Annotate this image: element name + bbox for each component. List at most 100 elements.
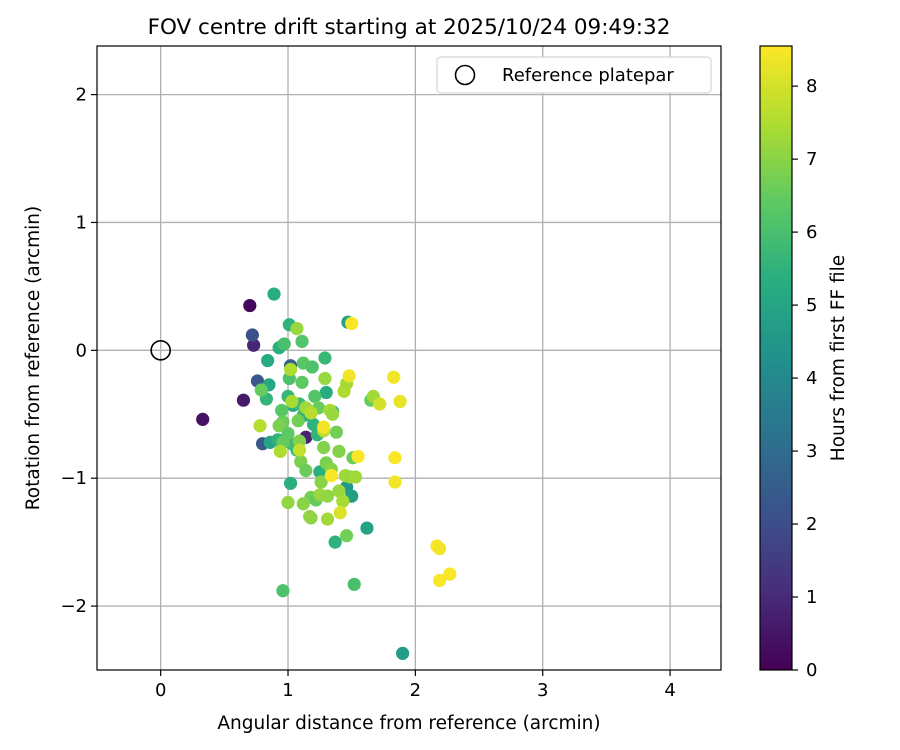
scatter-point	[276, 584, 290, 598]
scatter-point	[324, 469, 338, 483]
colorbar-tick-label: 5	[806, 295, 817, 316]
gridlines	[97, 46, 721, 670]
colorbar-tick-label: 0	[806, 660, 817, 681]
x-tick-label: 3	[537, 680, 548, 701]
scatter-point	[281, 426, 295, 441]
colorbar-tick-label: 6	[806, 222, 817, 243]
scatter-point	[236, 393, 251, 407]
x-tick-label: 0	[155, 680, 166, 701]
scatter-point	[388, 475, 402, 489]
scatter-point	[283, 362, 298, 377]
y-tick-label: −2	[60, 596, 87, 617]
scatter-point	[328, 535, 342, 549]
scatter-point	[432, 573, 447, 588]
scatter-point	[267, 287, 281, 301]
scatter-point	[314, 475, 328, 489]
scatter-point	[317, 420, 331, 434]
scatter-point	[281, 495, 295, 510]
chart-title: FOV centre drift starting at 2025/10/24 …	[148, 15, 671, 40]
colorbar-frame	[759, 45, 793, 671]
scatter-point	[348, 470, 363, 484]
x-tick-label: 2	[410, 680, 421, 701]
scatter-point	[351, 449, 365, 464]
colorbar-tick-label: 4	[806, 368, 817, 389]
scatter-point	[318, 351, 332, 365]
scatter-point	[305, 360, 319, 374]
scatter-point	[347, 577, 361, 591]
scatter-point	[245, 328, 259, 342]
scatter-point	[272, 419, 286, 433]
scatter-point	[304, 406, 318, 420]
colorbar-tick-label: 2	[806, 514, 817, 535]
colorbar-ticks: 0 1 2 3 4 5 6 7 8	[792, 76, 817, 681]
y-tick-label: 2	[76, 85, 87, 106]
colorbar: 0 1 2 3 4 5 6 7 8 Hours from first FF file	[759, 45, 849, 681]
colorbar-tick-label: 7	[806, 149, 817, 170]
scatter-point	[345, 316, 359, 331]
y-axis-label: Rotation from reference (arcmin)	[23, 206, 44, 510]
scatter-point	[275, 403, 289, 418]
x-tick-label: 4	[664, 680, 675, 701]
scatter-point	[290, 321, 304, 336]
scatter-point	[299, 463, 313, 478]
scatter-point	[291, 414, 305, 428]
scatter-point	[318, 371, 332, 386]
scatter-point	[388, 451, 402, 465]
scatter-point	[320, 512, 335, 526]
scatter-point	[285, 394, 299, 409]
scatter-point	[332, 444, 346, 458]
data-points	[196, 287, 457, 660]
scatter-point	[277, 337, 291, 351]
scatter-point	[292, 443, 307, 457]
y-tick-label: 1	[76, 212, 87, 233]
x-axis-label: Angular distance from reference (arcmin)	[217, 713, 600, 734]
colorbar-tick-label: 3	[806, 441, 817, 462]
legend-box	[436, 56, 712, 94]
scatter-point	[296, 497, 310, 511]
reference-platepar-marker	[150, 340, 171, 361]
scatter-point	[320, 489, 335, 503]
scatter-point	[243, 298, 257, 313]
scatter-point	[196, 412, 210, 426]
colorbar-tick-label: 1	[806, 587, 817, 608]
scatter-point	[443, 567, 457, 581]
scatter-point	[432, 541, 447, 556]
scatter-point	[336, 494, 350, 508]
scatter-point	[261, 353, 275, 368]
y-tick-label: 0	[76, 340, 87, 361]
legend-label: Reference platepar	[502, 65, 674, 86]
legend-open-circle-icon	[454, 64, 476, 86]
y-tick-label: −1	[60, 468, 87, 489]
colorbar-tick-label: 8	[806, 76, 817, 97]
x-tick-label: 1	[282, 680, 293, 701]
scatter-point	[340, 529, 354, 543]
scatter-point	[273, 444, 287, 458]
axis-ticks: 0 1 2 3 4 −2 −1 0 1 2	[60, 85, 675, 701]
scatter-point	[396, 646, 410, 660]
scatter-point	[308, 389, 322, 403]
scatter-point	[295, 334, 309, 348]
colorbar-label: Hours from first FF file	[828, 255, 849, 461]
scatter-point	[254, 383, 268, 397]
scatter-point	[325, 407, 340, 421]
plot-area	[97, 46, 721, 670]
scatter-point	[295, 375, 309, 389]
scatter-point	[283, 476, 298, 490]
scatter-point	[342, 369, 356, 383]
scatter-point	[332, 484, 346, 498]
scatter-point	[253, 419, 267, 433]
legend: Reference platepar	[436, 56, 712, 94]
scatter-point	[387, 370, 401, 384]
scatter-point	[373, 397, 387, 411]
colorbar-gradient	[760, 46, 792, 670]
scatter-point	[360, 521, 374, 535]
scatter-point	[247, 338, 261, 352]
scatter-point	[329, 425, 344, 439]
scatter-point	[319, 385, 333, 400]
scatter-point	[303, 509, 317, 524]
scatter-point	[317, 440, 331, 455]
scatter-point	[306, 417, 321, 432]
plot-frame	[96, 45, 722, 671]
scatter-point	[333, 506, 347, 520]
